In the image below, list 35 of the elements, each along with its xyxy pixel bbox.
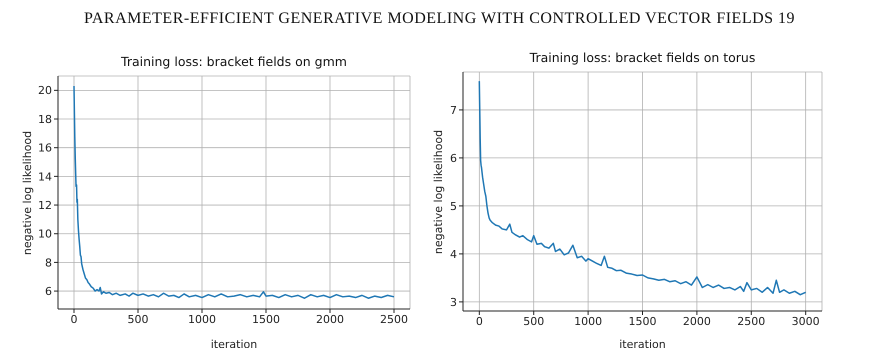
y-tick-label: 6 — [45, 284, 52, 298]
line-series — [478, 80, 806, 296]
x-axis-title: iteration — [619, 338, 666, 348]
x-tick-label: 1000 — [188, 312, 216, 326]
chart-title: Training loss: bracket fields on gmm — [120, 54, 348, 69]
x-axis-title: iteration — [210, 338, 258, 348]
x-tick-label: 2000 — [682, 314, 711, 328]
y-tick-label: 14 — [38, 170, 52, 184]
y-tick-label: 18 — [38, 112, 52, 126]
text: PARAMETER-EFFICIENT GENERATIVE MODELING WITH CONTROLLED VECTOR FIELDS 19 — [82, 10, 796, 28]
y-tick-label: 20 — [38, 84, 52, 98]
x-tick-label: 1500 — [628, 314, 656, 328]
x-tick-label: 0 — [70, 312, 78, 326]
x-tick-label: 2000 — [316, 312, 344, 326]
x-tick-label: 0 — [476, 314, 483, 328]
line-series — [73, 85, 395, 299]
x-tick-label: 2500 — [737, 314, 766, 328]
x-tick-label: 500 — [128, 312, 148, 326]
y-tick-label: 7 — [450, 104, 457, 117]
x-tick-label: 2500 — [380, 312, 408, 326]
y-tick-label: 5 — [450, 200, 457, 213]
x-tick-label: 1000 — [574, 314, 602, 328]
y-tick-label: 4 — [450, 248, 457, 261]
y-axis-title: negative log likelihood — [432, 128, 446, 256]
y-tick-label: 8 — [45, 256, 52, 270]
y-tick-label: 16 — [38, 142, 52, 155]
chart-title: Training loss: bracket fields on torus — [528, 50, 756, 65]
x-tick-label: 500 — [523, 314, 544, 328]
y-tick-label: 6 — [450, 152, 457, 165]
y-tick-label: 3 — [450, 296, 457, 309]
y-tick-label: 12 — [38, 198, 52, 212]
y-axis-title: negative log likelihood — [21, 129, 35, 257]
x-tick-label: 3000 — [792, 314, 820, 328]
x-tick-label: 1500 — [252, 312, 280, 326]
y-tick-label: 10 — [38, 228, 52, 241]
